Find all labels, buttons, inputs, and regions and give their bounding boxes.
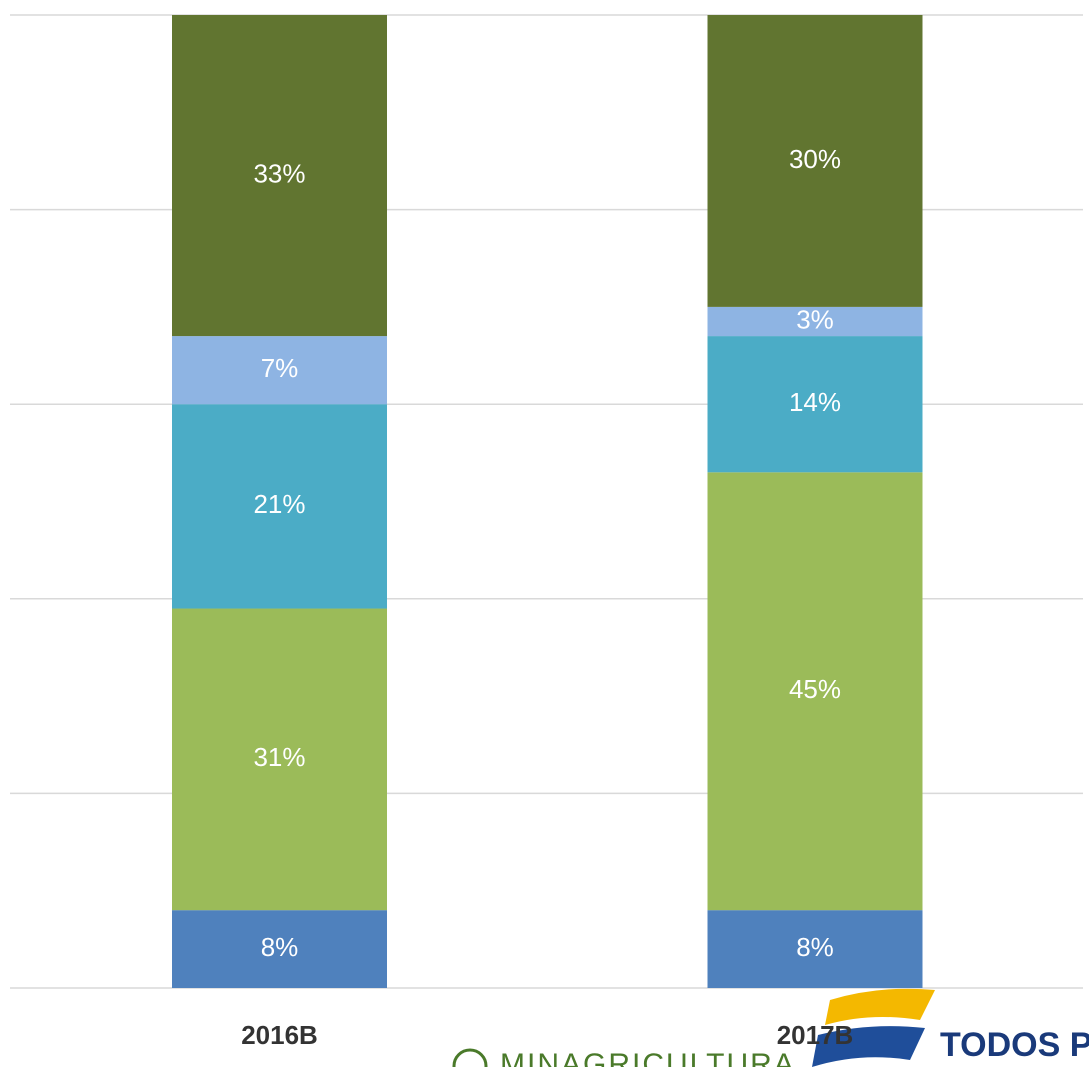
value-label: 14%: [789, 387, 841, 417]
bar-segment: [172, 336, 387, 405]
bar-segment: [707, 15, 923, 307]
logo-text: TODOS P: [940, 1026, 1089, 1064]
x-tick-label: 2016B: [241, 1020, 318, 1050]
bar-segment: [707, 336, 923, 473]
value-label: 21%: [253, 489, 305, 519]
x-tick-label: 2017B: [777, 1020, 854, 1050]
value-label: 33%: [253, 158, 305, 188]
value-label: 45%: [789, 674, 841, 704]
value-label: 3%: [796, 304, 834, 334]
value-label: 31%: [253, 742, 305, 772]
bar-segment: [707, 910, 923, 988]
bar-segment: [707, 472, 923, 911]
value-label: 30%: [789, 144, 841, 174]
value-label: 8%: [796, 932, 834, 962]
logo-swoosh: [825, 988, 935, 1025]
logo-swoosh: [812, 1026, 925, 1067]
bar-segment: [172, 608, 387, 911]
bar-segment: [172, 910, 387, 988]
bar-segment: [707, 306, 923, 337]
value-label: 7%: [261, 353, 299, 383]
logo-text: MINAGRICULTURA: [500, 1048, 796, 1067]
value-label: 8%: [261, 932, 299, 962]
logo-seal: [452, 1048, 488, 1067]
bar-segment: [172, 15, 387, 337]
bar-segment: [172, 404, 387, 609]
